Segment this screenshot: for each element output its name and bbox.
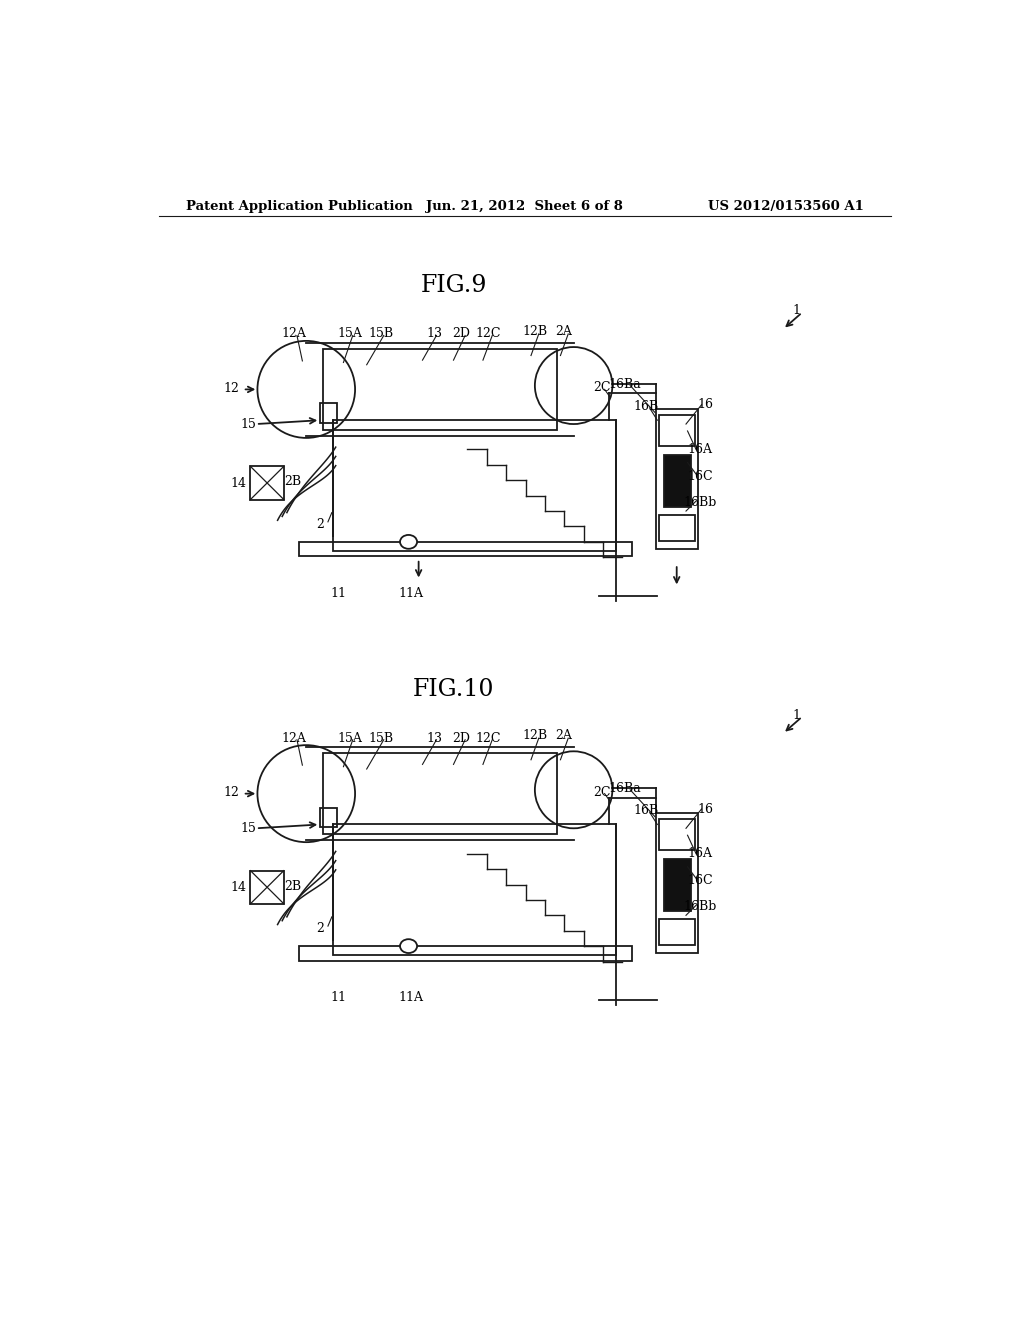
Text: 15: 15 [241, 417, 256, 430]
Text: 12A: 12A [282, 731, 306, 744]
Bar [251, 871, 284, 904]
Bar [658, 515, 695, 541]
Text: 15A: 15A [337, 731, 362, 744]
Bar [321, 404, 337, 422]
Bar [664, 455, 690, 507]
Ellipse shape [400, 535, 417, 549]
Text: 2D: 2D [453, 731, 470, 744]
Text: 1: 1 [792, 305, 800, 317]
Bar [324, 752, 557, 834]
Text: 14: 14 [230, 477, 247, 490]
Text: FIG.9: FIG.9 [420, 275, 486, 297]
Ellipse shape [400, 940, 417, 953]
Text: 16B: 16B [633, 400, 658, 413]
Text: 16: 16 [697, 399, 714, 412]
Text: 2B: 2B [284, 879, 301, 892]
Text: 2D: 2D [453, 327, 470, 341]
Bar [655, 409, 698, 549]
Text: 16Bb: 16Bb [683, 900, 717, 913]
Text: 2A: 2A [555, 730, 572, 742]
Bar [655, 813, 698, 953]
Text: 12C: 12C [475, 327, 501, 341]
Text: 11: 11 [330, 991, 346, 1005]
Bar [299, 543, 632, 557]
Text: 12A: 12A [282, 327, 306, 341]
Bar [658, 818, 695, 850]
Text: Patent Application Publication: Patent Application Publication [186, 199, 413, 213]
Text: 16Ba: 16Ba [608, 781, 641, 795]
Bar [334, 825, 616, 956]
Text: 13: 13 [426, 731, 442, 744]
Bar [299, 946, 632, 961]
Text: 1: 1 [792, 709, 800, 722]
Text: 16B: 16B [633, 804, 658, 817]
Text: 11A: 11A [398, 587, 423, 601]
Text: 16Ba: 16Ba [608, 378, 641, 391]
Text: 16Bb: 16Bb [683, 496, 717, 510]
Bar [251, 466, 284, 499]
Text: 2A: 2A [555, 325, 572, 338]
Bar [664, 859, 690, 911]
Text: 11: 11 [330, 587, 346, 601]
Text: 16A: 16A [687, 847, 713, 861]
Text: 2B: 2B [284, 475, 301, 488]
Text: 12C: 12C [475, 731, 501, 744]
Text: 12B: 12B [522, 730, 548, 742]
Text: 16C: 16C [687, 874, 713, 887]
Text: 16C: 16C [687, 470, 713, 483]
Text: 15B: 15B [368, 731, 393, 744]
Text: 15B: 15B [368, 327, 393, 341]
Bar [658, 414, 695, 446]
Text: 16: 16 [697, 803, 714, 816]
Text: 12B: 12B [522, 325, 548, 338]
Text: 14: 14 [230, 880, 247, 894]
Text: 2C: 2C [594, 381, 611, 395]
Text: 12: 12 [223, 381, 239, 395]
Text: 15: 15 [241, 822, 256, 834]
Bar [321, 808, 337, 826]
Text: 2: 2 [316, 921, 325, 935]
Text: 2: 2 [316, 517, 325, 531]
Text: 15A: 15A [337, 327, 362, 341]
Text: US 2012/0153560 A1: US 2012/0153560 A1 [709, 199, 864, 213]
Text: Jun. 21, 2012  Sheet 6 of 8: Jun. 21, 2012 Sheet 6 of 8 [426, 199, 624, 213]
Text: 16A: 16A [687, 444, 713, 455]
Bar [658, 919, 695, 945]
Text: 12: 12 [223, 787, 239, 800]
Bar [324, 348, 557, 430]
Text: 13: 13 [426, 327, 442, 341]
Bar [334, 420, 616, 552]
Text: 11A: 11A [398, 991, 423, 1005]
Text: FIG.10: FIG.10 [413, 678, 495, 701]
Text: 2C: 2C [594, 785, 611, 799]
